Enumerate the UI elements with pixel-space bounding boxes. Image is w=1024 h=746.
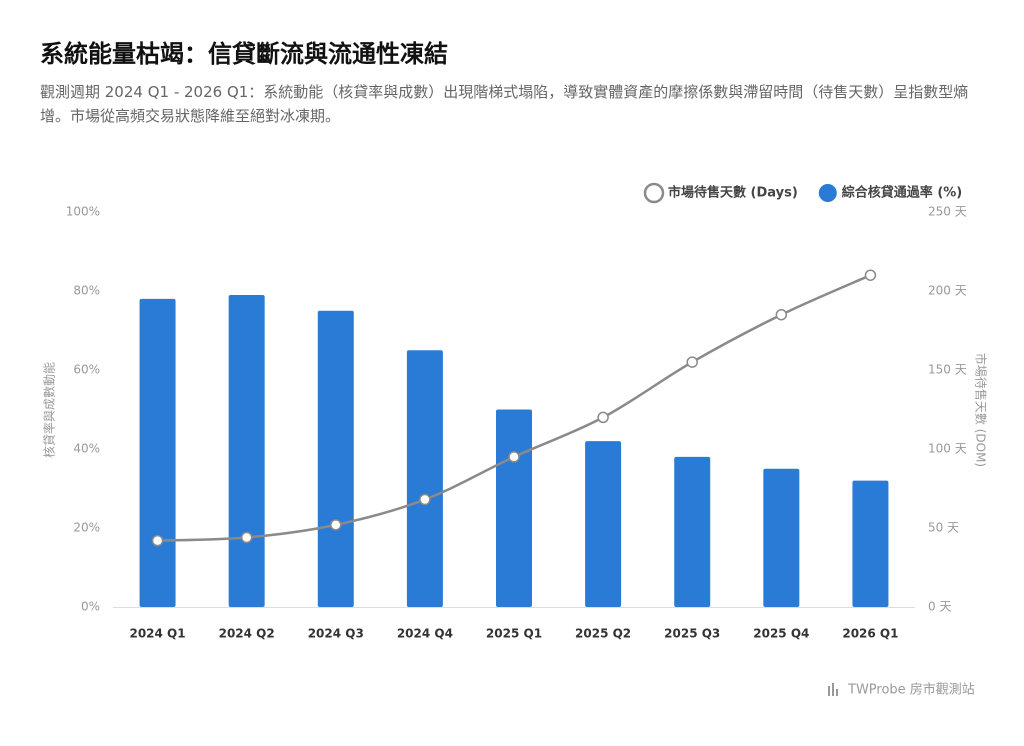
legend-label: 市場待售天數 (Days)	[668, 185, 798, 201]
subtitle: 觀測週期 2024 Q1 - 2026 Q1：系統動能（核貸率與成數）出現階梯式…	[40, 83, 969, 125]
y2-tick-label: 100 天	[928, 442, 967, 456]
bar	[406, 350, 443, 607]
y2-tick-label: 50 天	[928, 521, 959, 535]
y-tick-label: 0%	[81, 600, 100, 614]
y2-axis-title: 市場待售天數 (DOM)	[974, 353, 989, 467]
bar	[228, 294, 265, 607]
y2-tick-label: 0 天	[928, 600, 951, 614]
y-tick-label: 20%	[73, 521, 100, 535]
y2-tick-label: 150 天	[928, 363, 967, 377]
legend-marker	[643, 182, 665, 204]
bar	[139, 298, 176, 607]
y-tick-label: 80%	[73, 284, 100, 298]
bar	[496, 409, 532, 607]
x-tick-label: 2025 Q1	[486, 627, 542, 641]
line-point	[419, 493, 431, 506]
x-tick-label: 2024 Q2	[219, 627, 275, 641]
line-point	[597, 411, 609, 424]
y2-tick-label: 200 天	[928, 284, 967, 298]
line-point	[508, 451, 520, 463]
legend-marker	[818, 184, 837, 202]
bar	[585, 441, 622, 607]
bar	[852, 480, 889, 607]
line-point	[775, 308, 788, 321]
line-point	[864, 269, 877, 281]
title: 系統能量枯竭：信貸斷流與流通性凍結	[40, 40, 448, 68]
x-tick-label: 2024 Q4	[397, 627, 453, 641]
footer-icon	[828, 686, 830, 696]
x-tick-label: 2025 Q4	[753, 627, 809, 641]
bar	[674, 456, 711, 607]
line-point	[686, 356, 698, 368]
y-tick-label: 60%	[73, 363, 100, 377]
y2-tick-label: 250 天	[928, 205, 967, 219]
x-tick-label: 2026 Q1	[842, 627, 898, 641]
x-tick-label: 2024 Q1	[129, 627, 185, 641]
line-point	[240, 531, 253, 544]
footer: TWProbe 房市觀測站	[828, 682, 975, 698]
y-tick-label: 40%	[73, 442, 100, 456]
x-tick-label: 2024 Q3	[308, 627, 364, 641]
footer-text: TWProbe 房市觀測站	[847, 682, 975, 698]
legend-label: 綜合核貸通過率 (%)	[842, 185, 962, 201]
y-axis-title: 核貸率與成數動能	[42, 362, 57, 458]
x-tick-label: 2025 Q3	[664, 627, 720, 641]
bar	[317, 310, 354, 607]
line-point	[330, 519, 342, 531]
line-point	[151, 534, 164, 547]
bar	[763, 468, 800, 607]
x-tick-label: 2025 Q2	[575, 627, 631, 641]
footer-icon	[832, 683, 834, 696]
y-tick-label: 100%	[66, 205, 100, 219]
footer-icon	[836, 689, 838, 696]
